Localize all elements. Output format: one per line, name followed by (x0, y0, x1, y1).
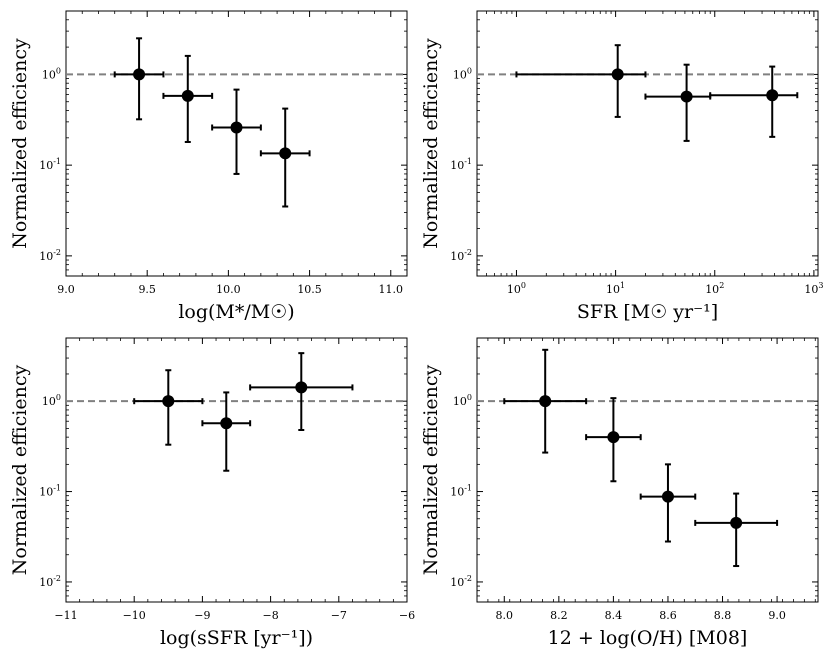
y-tick-label: 10-2 (39, 248, 61, 263)
x-tick-label: 9.0 (57, 283, 75, 296)
x-axis-label: SFR [M☉ yr⁻¹] (577, 301, 718, 323)
x-tick-label: 9.0 (768, 609, 786, 622)
data-point (607, 431, 620, 444)
data-point (680, 90, 693, 103)
x-tick-label: −6 (399, 609, 415, 622)
data-point (133, 68, 146, 81)
data-point (611, 68, 624, 81)
y-tick-label: 100 (42, 66, 61, 81)
data-point (279, 147, 292, 160)
x-tick-label: 10.0 (216, 283, 241, 296)
x-tick-label: 8.0 (496, 609, 514, 622)
x-axis-label: log(M*/M☉) (178, 301, 294, 323)
plot-frame (65, 10, 408, 277)
y-tick-label: 10-1 (450, 157, 472, 172)
data-point (539, 395, 552, 408)
data-point (181, 89, 194, 102)
plot-frame (65, 337, 408, 603)
x-tick-label: −7 (331, 609, 347, 622)
panel-1: 9.0 9.5 10.0 10.5 11.0 10-2 10-1 100 log(M*/M☉) N… (9, 10, 408, 323)
x-tick-label: −10 (123, 609, 146, 622)
x-tick-label: −8 (262, 609, 278, 622)
x-tick-label: 8.6 (659, 609, 677, 622)
y-tick-label: 100 (453, 393, 472, 408)
x-tick-label: 10.5 (297, 283, 322, 296)
data-point (230, 121, 243, 134)
y-tick-label: 10-2 (450, 574, 472, 589)
panel-2: 100 101 102 103 10-2 10-1 100 SFR [M☉ yr⁻¹] Norm… (420, 10, 823, 323)
x-axis-label: 12 + log(O/H) [M08] (548, 627, 748, 649)
x-tick-label: 8.4 (605, 609, 623, 622)
panel-3: −11 −10 −9 −8 −7 −6 10-2 10-1 100 log(sSFR [yr⁻¹]… (9, 337, 415, 649)
y-tick-label: 10-2 (39, 574, 61, 589)
data-point (730, 516, 743, 529)
x-tick-label: 9.5 (138, 283, 156, 296)
x-tick-label: 103 (804, 281, 823, 296)
y-axis-label: Normalized efficiency (420, 364, 442, 575)
x-tick-label: 101 (606, 281, 625, 296)
x-axis-label: log(sSFR [yr⁻¹]) (160, 627, 313, 649)
x-tick-label: 100 (507, 281, 526, 296)
y-tick-label: 10-1 (450, 484, 472, 499)
y-axis-label: Normalized efficiency (420, 38, 442, 249)
x-tick-label: 8.2 (550, 609, 568, 622)
x-tick-label: −11 (54, 609, 77, 622)
plot-frame (476, 337, 819, 603)
data-point (220, 417, 233, 430)
data-point (295, 381, 308, 394)
y-tick-label: 10-1 (39, 484, 61, 499)
x-tick-label: −9 (194, 609, 210, 622)
data-point (766, 89, 779, 102)
y-tick-label: 100 (42, 393, 61, 408)
y-tick-label: 10-1 (39, 157, 61, 172)
plot-frame (476, 10, 819, 277)
data-point (661, 490, 674, 503)
y-axis-label: Normalized efficiency (9, 38, 31, 249)
x-tick-label: 8.8 (714, 609, 732, 622)
y-tick-label: 100 (453, 66, 472, 81)
x-tick-label: 11.0 (379, 283, 404, 296)
x-tick-label: 102 (705, 281, 724, 296)
panel-4: 8.0 8.2 8.4 8.6 8.8 9.0 10-2 10-1 100 12 + log(O/… (420, 337, 819, 649)
y-axis-label: Normalized efficiency (9, 364, 31, 575)
data-point (162, 395, 175, 408)
y-tick-label: 10-2 (450, 248, 472, 263)
